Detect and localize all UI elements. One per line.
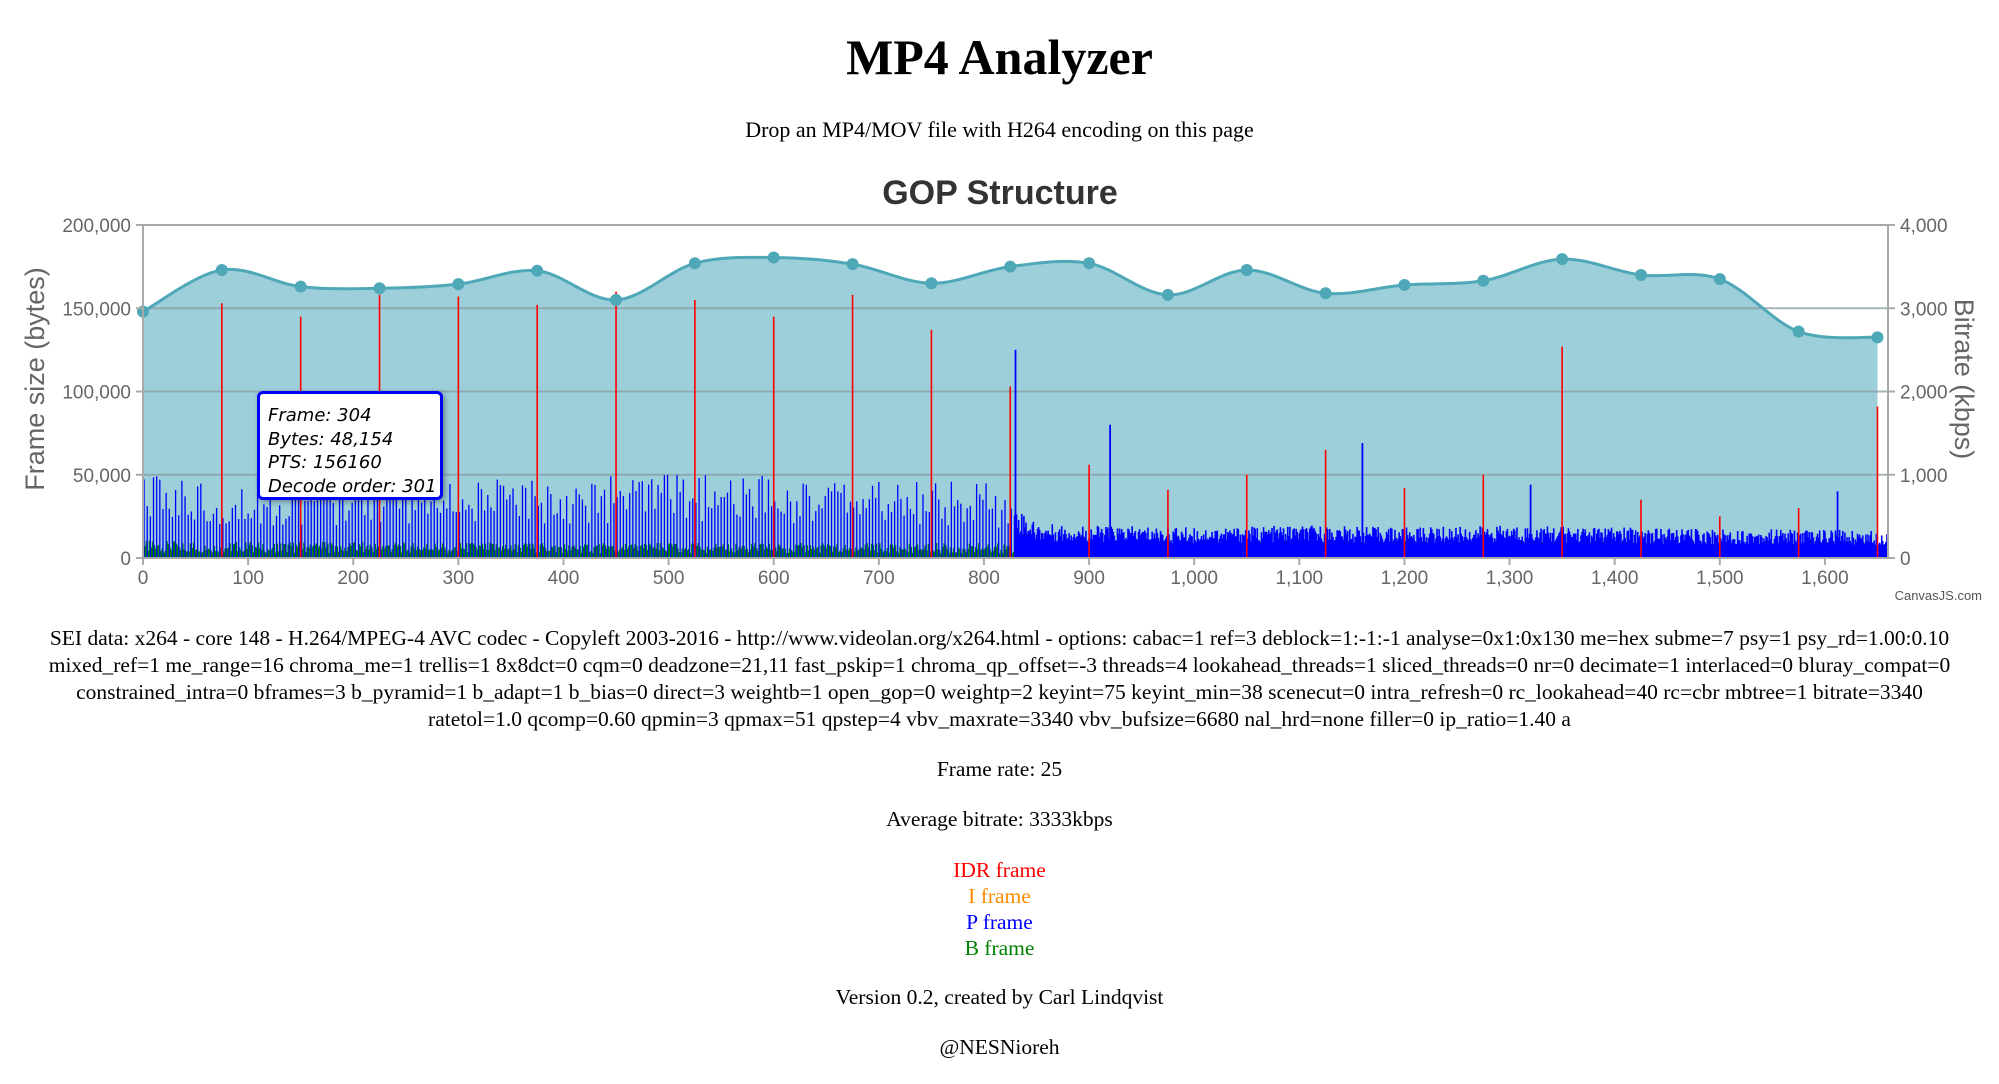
bitrate-point: [215, 263, 228, 276]
bitrate-line-group: [137, 251, 1884, 344]
tooltip-bytes: Bytes: 48,154: [268, 428, 394, 450]
version-credit: Version 0.2, created by Carl Lindqvist: [835, 985, 1164, 1009]
bitrate-point: [294, 280, 307, 293]
y-tick-label: 100,000: [62, 383, 131, 404]
bitrate-point: [1083, 257, 1096, 270]
gop-chart-svg[interactable]: GOP Structure 0 100 200 300 400 500 600 700 800 9…: [0, 160, 1999, 610]
y-tick-label: 150,000: [62, 299, 131, 320]
legend-b-frame: B frame: [964, 936, 1035, 960]
x-tick-label: 1,400: [1591, 568, 1639, 589]
bitrate-point: [925, 277, 938, 290]
bitrate-point: [846, 258, 859, 271]
x-tick-label: 0: [138, 568, 149, 589]
y-tick-label: 0: [120, 549, 131, 570]
bitrate-point: [688, 257, 701, 270]
tooltip-pts: PTS: 156160: [268, 452, 382, 473]
axes: 0 100 200 300 400 500 600 700 800 900 1,000 1,100 1,…: [62, 216, 1947, 589]
y2-tick-label: 4,000: [1900, 216, 1948, 237]
bitrate-point: [1398, 278, 1411, 291]
y2-tick-label: 3,000: [1900, 299, 1948, 320]
bitrate-point: [1556, 253, 1569, 266]
x-tick-label: 1,100: [1276, 568, 1324, 589]
legend-i-frame: I frame: [968, 884, 1031, 908]
chart-title: GOP Structure: [882, 174, 1118, 212]
y2-axis-title: Bitrate (kbps): [1949, 299, 1979, 460]
y-tick-label: 200,000: [62, 216, 131, 237]
bitrate-point: [1161, 288, 1174, 301]
p-frame-bars: [143, 349, 1889, 558]
gop-chart[interactable]: GOP Structure 0 100 200 300 400 500 600 700 800 9…: [0, 160, 1999, 610]
y-tick-label: 50,000: [73, 466, 131, 487]
y2-tick-label: 0: [1900, 549, 1911, 570]
x-tick-label: 1,600: [1801, 568, 1849, 589]
drop-instruction: Drop an MP4/MOV file with H264 encoding …: [745, 117, 1254, 142]
x-tick-label: 400: [548, 568, 580, 589]
x-tick-label: 1,200: [1381, 568, 1429, 589]
tooltip-decode-order: Decode order: 301: [268, 475, 437, 497]
bitrate-point: [1477, 274, 1490, 287]
y2-tick-label: 2,000: [1900, 383, 1948, 404]
bitrate-point: [373, 282, 386, 295]
bitrate-point: [1871, 331, 1884, 344]
author-handle[interactable]: @NESNioreh: [939, 1035, 1060, 1059]
average-bitrate: Average bitrate: 3333kbps: [886, 807, 1113, 831]
idr-frame-bars: [221, 291, 1879, 558]
x-tick-label: 800: [968, 568, 1000, 589]
y2-tick-label: 1,000: [1900, 466, 1948, 487]
bitrate-point: [1240, 263, 1253, 276]
x-tick-label: 300: [443, 568, 475, 589]
y-axis-title: Frame size (bytes): [20, 267, 50, 491]
tooltip-frame: Frame: 304: [268, 405, 372, 426]
x-tick-label: 600: [758, 568, 790, 589]
sei-data: SEI data: x264 - core 148 - H.264/MPEG-4…: [48, 626, 1951, 731]
x-tick-label: 1,500: [1696, 568, 1744, 589]
bitrate-point: [1634, 268, 1647, 281]
bitrate-point: [452, 278, 465, 291]
x-tick-label: 100: [232, 568, 264, 589]
legend-p-frame: P frame: [966, 910, 1033, 934]
x-tick-label: 700: [863, 568, 895, 589]
x-tick-label: 200: [337, 568, 369, 589]
x-tick-label: 1,000: [1170, 568, 1218, 589]
frame-rate: Frame rate: 25: [936, 757, 1063, 781]
bitrate-point: [610, 293, 623, 306]
x-tick-label: 900: [1073, 568, 1105, 589]
canvasjs-watermark[interactable]: CanvasJS.com: [1895, 588, 1982, 603]
x-tick-label: 1,300: [1486, 568, 1534, 589]
page-title: MP4 Analyzer: [846, 29, 1153, 85]
bitrate-point: [1004, 260, 1017, 273]
bitrate-point: [767, 251, 780, 264]
bitrate-point: [1713, 273, 1726, 286]
x-tick-label: 500: [653, 568, 685, 589]
bitrate-point: [531, 264, 544, 277]
bitrate-point: [1792, 325, 1805, 338]
frame-tooltip: Frame: 304 Bytes: 48,154 PTS: 156160 Dec…: [257, 391, 443, 500]
bitrate-point: [1319, 287, 1332, 300]
legend-idr-frame: IDR frame: [953, 858, 1046, 882]
